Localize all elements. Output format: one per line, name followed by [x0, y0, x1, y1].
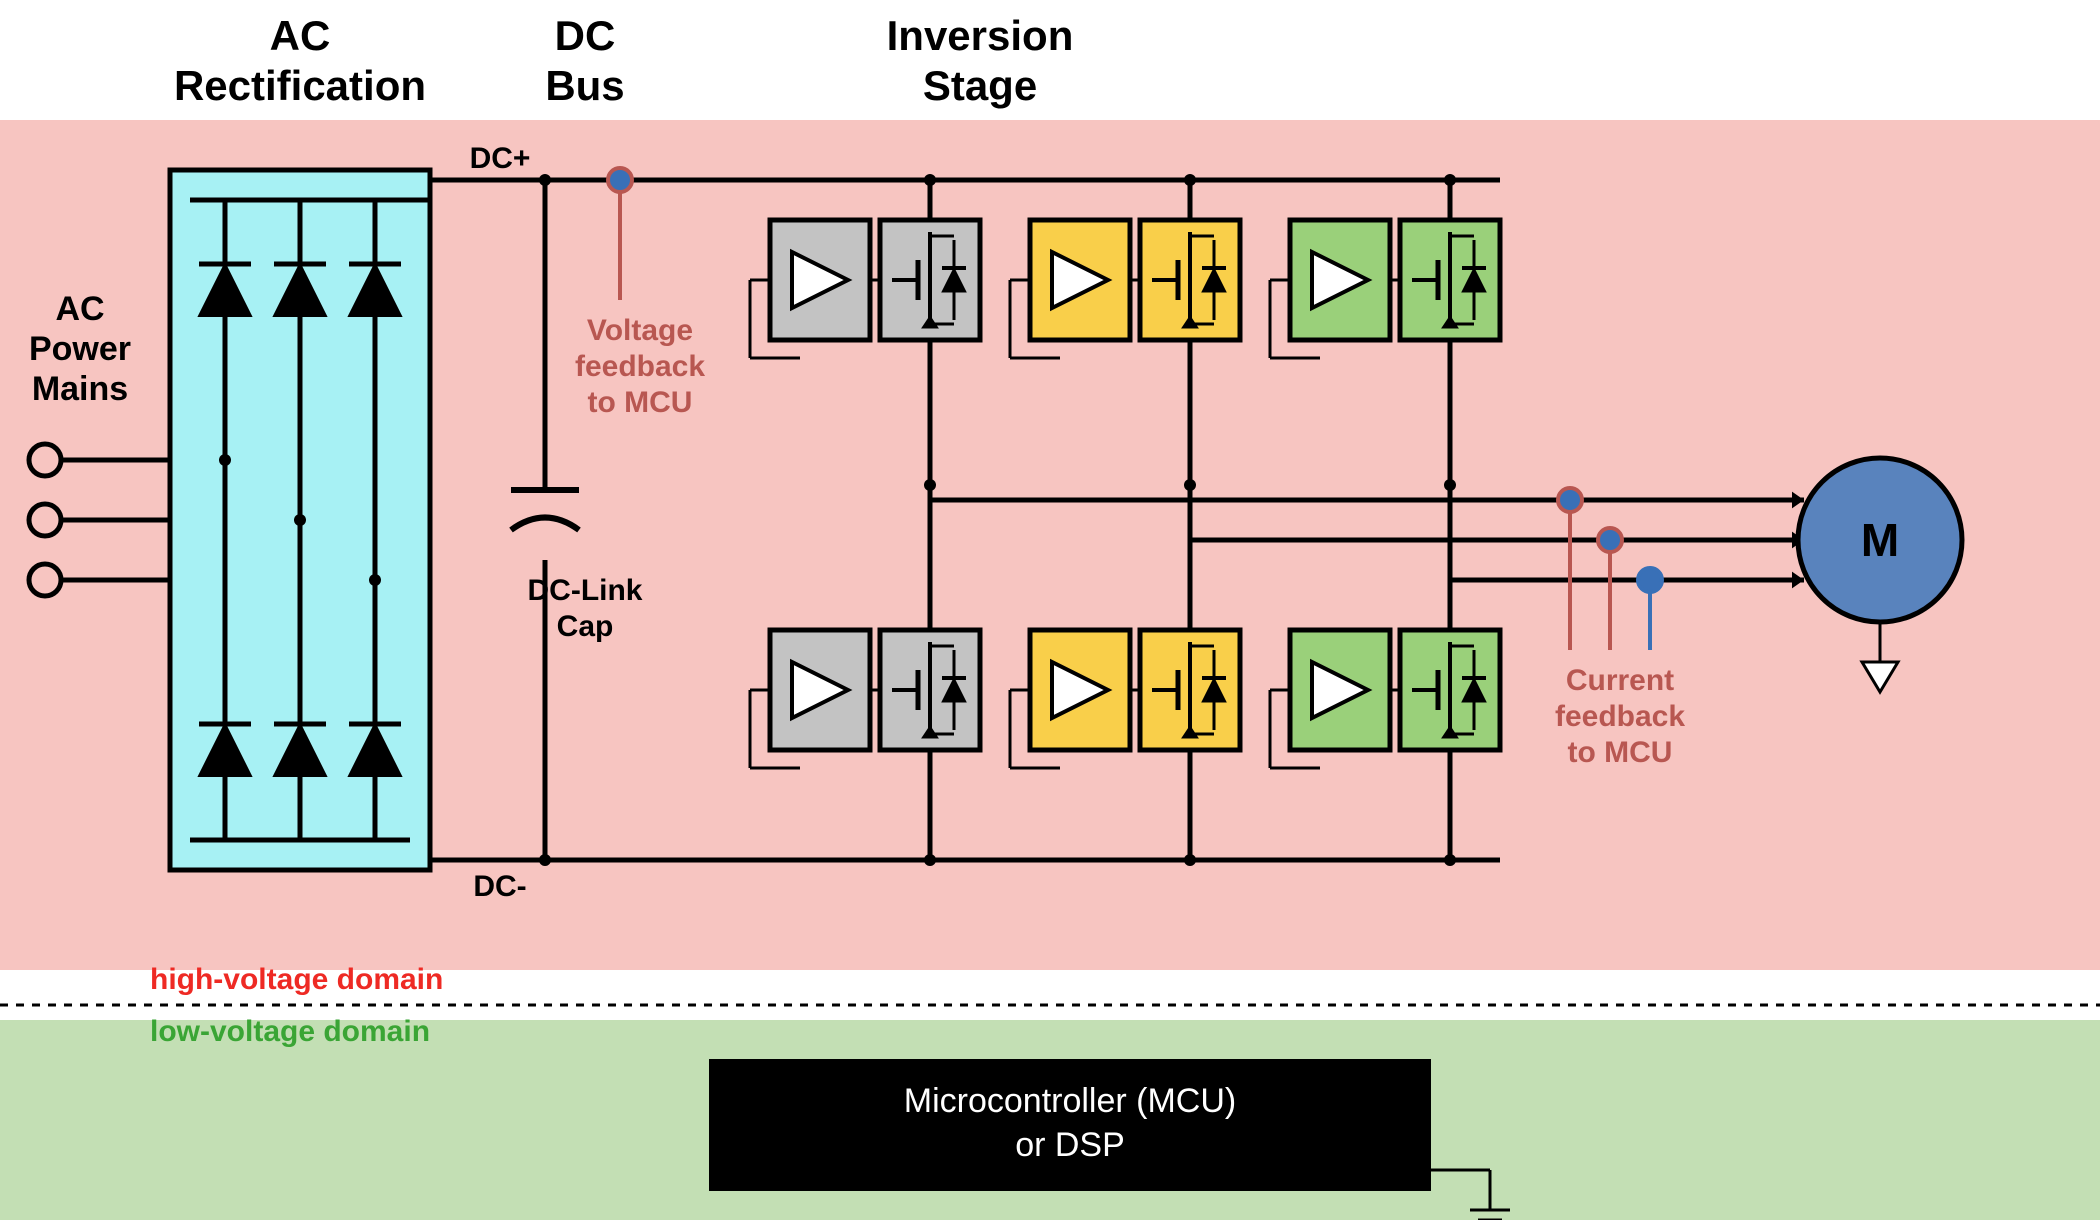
svg-text:DC: DC: [555, 12, 616, 59]
svg-text:Stage: Stage: [923, 62, 1037, 109]
svg-text:Bus: Bus: [545, 62, 624, 109]
svg-text:Inversion: Inversion: [887, 12, 1074, 59]
svg-text:feedback: feedback: [575, 350, 705, 383]
svg-text:to MCU: to MCU: [588, 386, 693, 419]
svg-text:high-voltage domain: high-voltage domain: [150, 963, 443, 996]
svg-text:to MCU: to MCU: [1568, 736, 1673, 769]
svg-text:DC+: DC+: [470, 142, 531, 175]
svg-text:Mains: Mains: [32, 370, 128, 408]
svg-text:Power: Power: [29, 330, 131, 368]
svg-text:AC: AC: [55, 290, 104, 328]
rectifier-block: [170, 170, 430, 870]
svg-text:Voltage: Voltage: [587, 314, 693, 347]
svg-text:Microcontroller (MCU): Microcontroller (MCU): [904, 1082, 1236, 1120]
svg-text:or DSP: or DSP: [1015, 1126, 1125, 1164]
svg-text:M: M: [1861, 514, 1899, 566]
svg-text:low-voltage domain: low-voltage domain: [150, 1015, 430, 1048]
svg-text:feedback: feedback: [1555, 700, 1685, 733]
svg-text:Current: Current: [1566, 664, 1674, 697]
svg-text:DC-Link: DC-Link: [528, 574, 643, 607]
svg-text:DC-: DC-: [473, 870, 526, 903]
svg-text:Rectification: Rectification: [174, 62, 426, 109]
svg-text:Cap: Cap: [557, 610, 614, 643]
svg-text:AC: AC: [270, 12, 331, 59]
section-headers: ACRectification DCBus InversionStage: [174, 12, 1073, 109]
